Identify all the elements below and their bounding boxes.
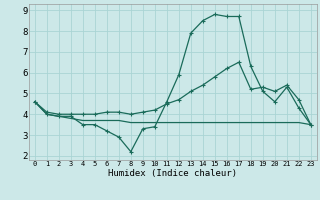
X-axis label: Humidex (Indice chaleur): Humidex (Indice chaleur)	[108, 169, 237, 178]
